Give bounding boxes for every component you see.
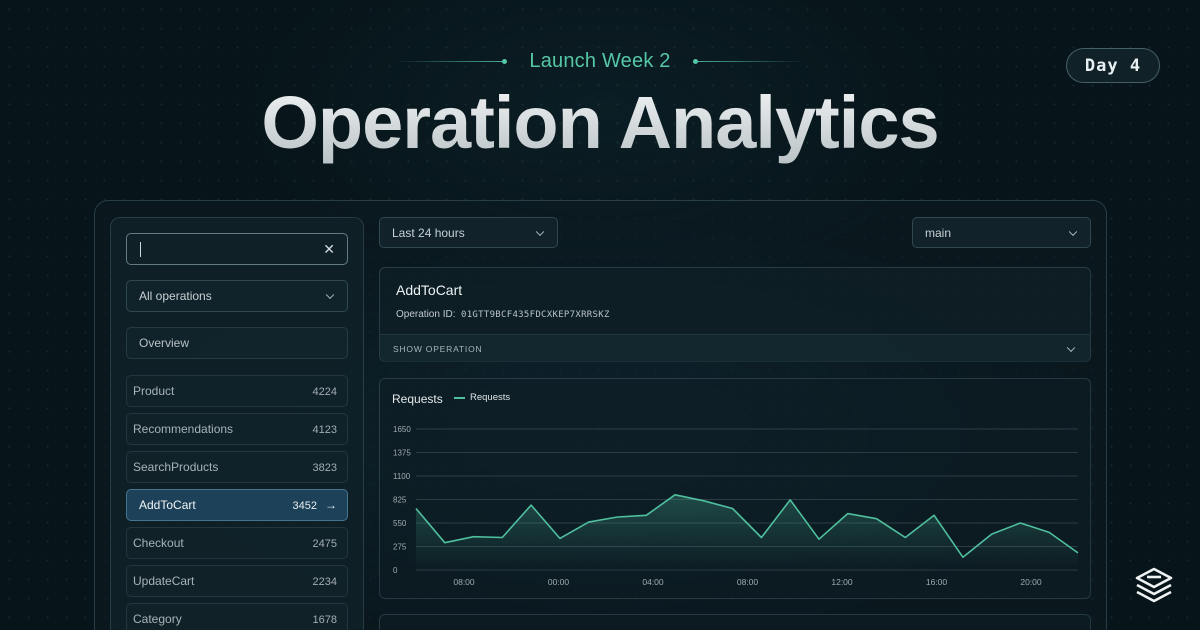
- x-tick-label: 04:00: [642, 577, 664, 587]
- close-icon[interactable]: ✕: [323, 241, 335, 257]
- search-input[interactable]: ✕: [126, 233, 348, 265]
- operation-item-name: Recommendations: [133, 422, 234, 436]
- y-tick-label: 1100: [393, 472, 411, 481]
- y-tick-label: 1650: [393, 425, 411, 434]
- operations-filter-select[interactable]: All operations: [126, 280, 348, 312]
- operations-sidebar: ✕ All operations Overview Product 4224 Rec…: [110, 217, 364, 630]
- page-title: Operation Analytics: [0, 80, 1200, 165]
- operation-item-addtocart[interactable]: AddToCart 3452 →: [126, 489, 348, 521]
- operation-item-name: Product: [133, 384, 175, 398]
- chevron-down-icon: [535, 227, 545, 236]
- launch-week-label: Launch Week 2: [529, 50, 671, 72]
- operation-item-count: 4224: [312, 386, 337, 398]
- operation-id-label: Operation ID:: [396, 309, 456, 320]
- operation-item-name: UpdateCart: [133, 574, 195, 588]
- x-tick-label: 08:00: [453, 577, 475, 587]
- y-tick-label: 1375: [393, 449, 411, 458]
- operation-item-category[interactable]: Category 1678: [126, 603, 348, 630]
- operation-item-updatecart[interactable]: UpdateCart 2234: [126, 565, 348, 597]
- operation-item-count: 2234: [312, 576, 337, 588]
- operation-item-count: 4123: [312, 424, 337, 436]
- operations-filter-value: All operations: [139, 289, 212, 303]
- requests-chart[interactable]: 0 275 550 825 1100 1375 1650 08:00 00:00 04:00 08:…: [380, 379, 1092, 600]
- chart-title: Requests: [392, 392, 443, 406]
- operation-item-meta: 4224: [313, 384, 337, 398]
- operation-item-meta: 3452 →: [293, 498, 337, 512]
- operation-item-searchproducts[interactable]: SearchProducts 3823: [126, 451, 348, 483]
- chevron-down-icon: [325, 290, 335, 300]
- operation-item-meta: 1678: [313, 612, 337, 626]
- eyebrow-divider-left: [395, 59, 508, 64]
- operation-item-meta: 4123: [313, 422, 337, 436]
- text-cursor: [140, 242, 141, 257]
- y-tick-label: 275: [393, 543, 407, 552]
- x-tick-label: 08:00: [737, 577, 759, 587]
- legend-label: Requests: [470, 392, 511, 403]
- legend-swatch: [454, 396, 465, 399]
- app-window: ✕ All operations Overview Product 4224 Rec…: [94, 200, 1107, 630]
- series-line-requests: [415, 494, 1079, 558]
- operation-item-name: AddToCart: [139, 498, 196, 512]
- eyebrow-divider-right: [692, 59, 805, 64]
- operation-item-name: SearchProducts: [133, 460, 219, 474]
- overview-item[interactable]: Overview: [126, 327, 348, 359]
- y-tick-label: 0: [393, 566, 398, 575]
- hero-header: Launch Week 2 Day 4 Operation Analytics: [0, 0, 1200, 200]
- branch-value: main: [925, 225, 952, 240]
- divider: [380, 334, 1090, 335]
- next-panel: [379, 614, 1091, 630]
- operation-item-name: Checkout: [133, 536, 184, 550]
- x-tick-label: 00:00: [548, 577, 570, 587]
- show-operation-label: SHOW OPERATION: [393, 344, 483, 354]
- show-operation-toggle[interactable]: SHOW OPERATION: [380, 335, 1090, 362]
- overview-label: Overview: [139, 336, 190, 350]
- operation-item-count: 3823: [312, 462, 337, 474]
- operation-name: AddToCart: [396, 282, 463, 298]
- operation-item-name: Category: [133, 612, 182, 626]
- arrow-right-icon: →: [325, 498, 337, 512]
- day-badge: Day 4: [1066, 48, 1160, 83]
- x-tick-label: 20:00: [1020, 577, 1042, 587]
- x-tick-label: 16:00: [926, 577, 948, 587]
- stacked-layers-logo: [1135, 567, 1173, 603]
- operation-item-meta: 2475: [313, 536, 337, 550]
- series-area: [416, 494, 1078, 570]
- operation-item-meta: 2234: [313, 574, 337, 588]
- operation-id: 01GTT9BCF435FDCXKEP7XRRSKZ: [461, 310, 610, 320]
- y-tick-label: 550: [393, 519, 407, 528]
- branch-select[interactable]: main: [912, 217, 1091, 248]
- operation-item-count: 3452: [292, 500, 317, 512]
- eyebrow-row: Launch Week 2: [0, 50, 1200, 73]
- time-range-select[interactable]: Last 24 hours: [379, 217, 558, 248]
- operation-card: AddToCart Operation ID: 01GTT9BCF435FDCX…: [379, 267, 1091, 362]
- time-range-value: Last 24 hours: [392, 225, 465, 240]
- requests-chart-card: Requests Requests 0 275 550 825 1100 1375 1650…: [379, 378, 1091, 599]
- operation-item-meta: 3823: [313, 460, 337, 474]
- operation-item-recommendations[interactable]: Recommendations 4123: [126, 413, 348, 445]
- chevron-down-icon: [1066, 343, 1076, 352]
- chevron-down-icon: [1068, 227, 1078, 236]
- operation-item-count: 1678: [312, 614, 337, 626]
- y-tick-label: 825: [393, 496, 407, 505]
- operation-item-checkout[interactable]: Checkout 2475: [126, 527, 348, 559]
- operation-item-product[interactable]: Product 4224: [126, 375, 348, 407]
- x-tick-label: 12:00: [831, 577, 853, 587]
- operation-item-count: 2475: [312, 538, 337, 550]
- chart-legend[interactable]: Requests: [454, 392, 510, 403]
